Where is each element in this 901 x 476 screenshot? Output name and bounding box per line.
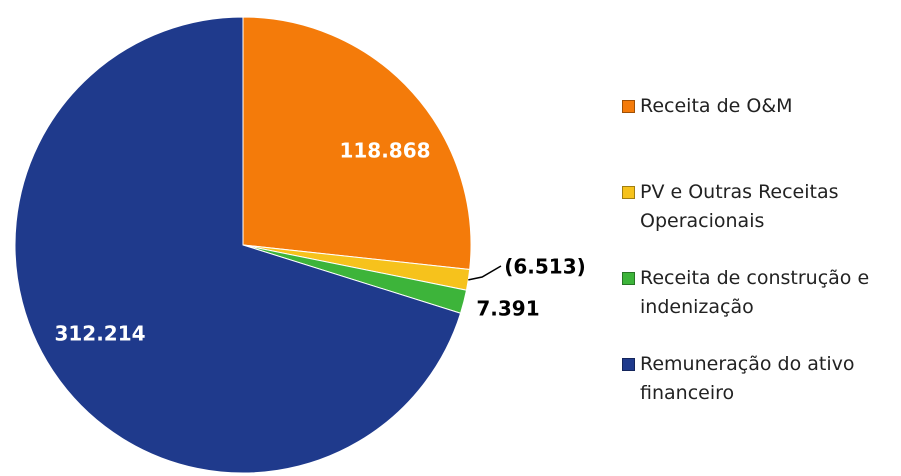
legend-swatch — [622, 100, 635, 113]
pie-slice — [14, 16, 462, 474]
legend-swatch — [622, 272, 635, 285]
data-label: 118.868 — [339, 139, 430, 163]
legend-item: Remuneração do ativo financeiro — [622, 350, 894, 436]
data-label: (6.513) — [504, 255, 586, 279]
legend-item: PV e Outras Receitas Operacionais — [622, 178, 894, 264]
data-label: 7.391 — [476, 297, 539, 321]
legend-label: Receita de O&M — [640, 95, 793, 117]
legend-label: Receita de construção e indenização — [640, 267, 870, 318]
legend-swatch — [622, 186, 635, 199]
legend: Receita de O&M PV e Outras Receitas Opera… — [622, 92, 894, 436]
legend-item: Receita de construção e indenização — [622, 264, 894, 350]
legend-label: PV e Outras Receitas Operacionais — [640, 181, 839, 232]
data-label: 312.214 — [54, 322, 145, 346]
legend-swatch — [622, 358, 635, 371]
legend-item: Receita de O&M — [622, 92, 894, 178]
legend-label: Remuneração do ativo financeiro — [640, 353, 855, 404]
pie-slice — [242, 16, 472, 271]
leader-line — [468, 265, 502, 281]
